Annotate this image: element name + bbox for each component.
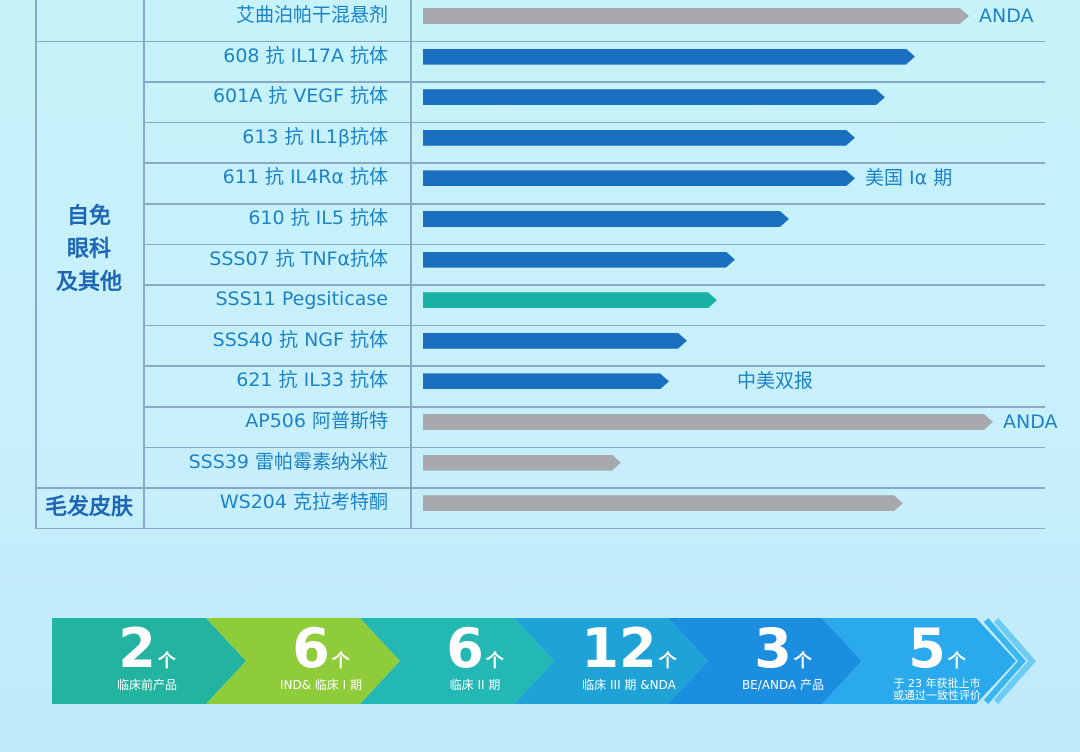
stage-chevron <box>668 618 862 704</box>
grid-row-line <box>35 527 1045 530</box>
end-arrow-icon <box>983 618 1026 704</box>
stage-count: 12 <box>581 617 657 680</box>
pipeline-bar <box>423 373 669 389</box>
category-label: 毛发皮肤 <box>44 495 133 520</box>
pipeline-bar <box>423 333 687 349</box>
pipeline-bar <box>423 495 903 511</box>
end-arrow-icon <box>993 618 1036 704</box>
stage-label: 于 23 年获批上市 或通过一致性评价 <box>893 677 981 702</box>
row-label: 601A 抗 VEGF 抗体 <box>212 85 388 108</box>
row-label: SSS11 Pegsiticase <box>215 288 388 311</box>
bar-note: 中美双报 <box>737 370 814 393</box>
bar-note: ANDA <box>1003 411 1058 433</box>
grid-row-line <box>143 162 1045 164</box>
bar-note: ANDA <box>979 5 1034 27</box>
grid-row-line <box>143 243 1045 246</box>
row-label: AP506 阿普斯特 <box>245 410 388 432</box>
row-label: SSS39 雷帕霉素纳米粒 <box>188 450 388 473</box>
pipeline-bar <box>423 252 735 268</box>
stage-chevron <box>206 618 400 704</box>
grid-row-line <box>35 487 1045 489</box>
row-label: WS204 克拉考特酮 <box>219 491 388 514</box>
row-label: 613 抗 IL1β抗体 <box>242 125 388 148</box>
stage-unit: 个 <box>331 651 350 672</box>
grid-row-line <box>35 40 1045 43</box>
grid-row-line <box>143 446 1045 449</box>
pipeline-bar <box>423 49 915 65</box>
stage-label: 临床前产品 <box>116 678 177 692</box>
grid-row-line <box>143 81 1045 83</box>
pipeline-bar <box>423 89 885 105</box>
stage-item: 2 个临床前产品 <box>42 622 252 693</box>
pipeline-chart: 自免 眼科 及其他毛发皮肤 艾曲泊帕干混悬剂 ANDA 608 抗 IL17A 抗体 60… <box>35 0 1058 530</box>
stage-unit: 个 <box>947 651 966 672</box>
pipeline-bar <box>423 170 855 186</box>
row-label: SSS40 抗 NGF 抗体 <box>212 328 388 351</box>
stage-unit: 个 <box>793 651 812 672</box>
grid-label-divider <box>410 0 412 528</box>
stage-chevron <box>52 618 246 704</box>
stage-item: 6 个 IND& 临床 I 期 <box>236 622 406 693</box>
stage-chevrons <box>52 618 1036 704</box>
row-label: 621 抗 IL33 抗体 <box>236 369 388 392</box>
grid-row-line <box>143 406 1045 408</box>
stage-chevron <box>360 618 554 704</box>
bar-note: 美国 Iα 期 <box>865 167 953 190</box>
category-label: 自免 眼科 及其他 <box>55 204 122 296</box>
stage-item: 3 个 BE/ANDA 产品 <box>698 622 868 693</box>
grid-row-line <box>143 203 1045 205</box>
row-label: 艾曲泊帕干混悬剂 <box>235 4 388 26</box>
pipeline-bar <box>423 211 789 227</box>
stage-count: 6 <box>446 617 484 680</box>
pipeline-bar <box>423 130 855 146</box>
stage-count: 2 <box>118 617 156 680</box>
stage-summary: 2 个临床前产品 6 个 IND& 临床 I 期 6 个临床 II 期 12 个临床 III 期… <box>52 618 1042 704</box>
stage-item: 12 个临床 III 期 &NDA <box>544 622 714 693</box>
grid-row-line <box>143 284 1045 286</box>
pipeline-bar <box>423 292 717 308</box>
stage-count: 5 <box>908 617 946 680</box>
stage-count: 3 <box>754 617 792 680</box>
stage-label: IND& 临床 I 期 <box>279 678 363 692</box>
row-label: SSS07 抗 TNFα抗体 <box>209 247 388 270</box>
stage-unit: 个 <box>157 651 176 672</box>
row-label: 608 抗 IL17A 抗体 <box>223 44 388 67</box>
pipeline-bar <box>423 414 993 430</box>
pipeline-bar <box>423 455 621 471</box>
grid-row-line <box>143 324 1045 327</box>
row-label: 611 抗 IL4Rα 抗体 <box>222 166 388 189</box>
stage-unit: 个 <box>658 651 677 672</box>
stage-chevron <box>514 618 708 704</box>
stage-item: 6 个临床 II 期 <box>390 622 560 693</box>
stage-label: 临床 II 期 <box>449 678 501 692</box>
stage-count: 6 <box>292 617 330 680</box>
row-label: 610 抗 IL5 抗体 <box>248 207 388 229</box>
stage-unit: 个 <box>485 651 504 672</box>
grid-left-border <box>35 0 37 528</box>
stage-chevron <box>822 618 1016 704</box>
stage-label: BE/ANDA 产品 <box>741 678 825 692</box>
stage-label: 临床 III 期 &NDA <box>582 678 676 692</box>
grid-row-line <box>143 121 1045 124</box>
pipeline-bar <box>423 8 969 24</box>
grid-category-divider <box>143 0 145 528</box>
grid-row-line <box>143 365 1045 367</box>
